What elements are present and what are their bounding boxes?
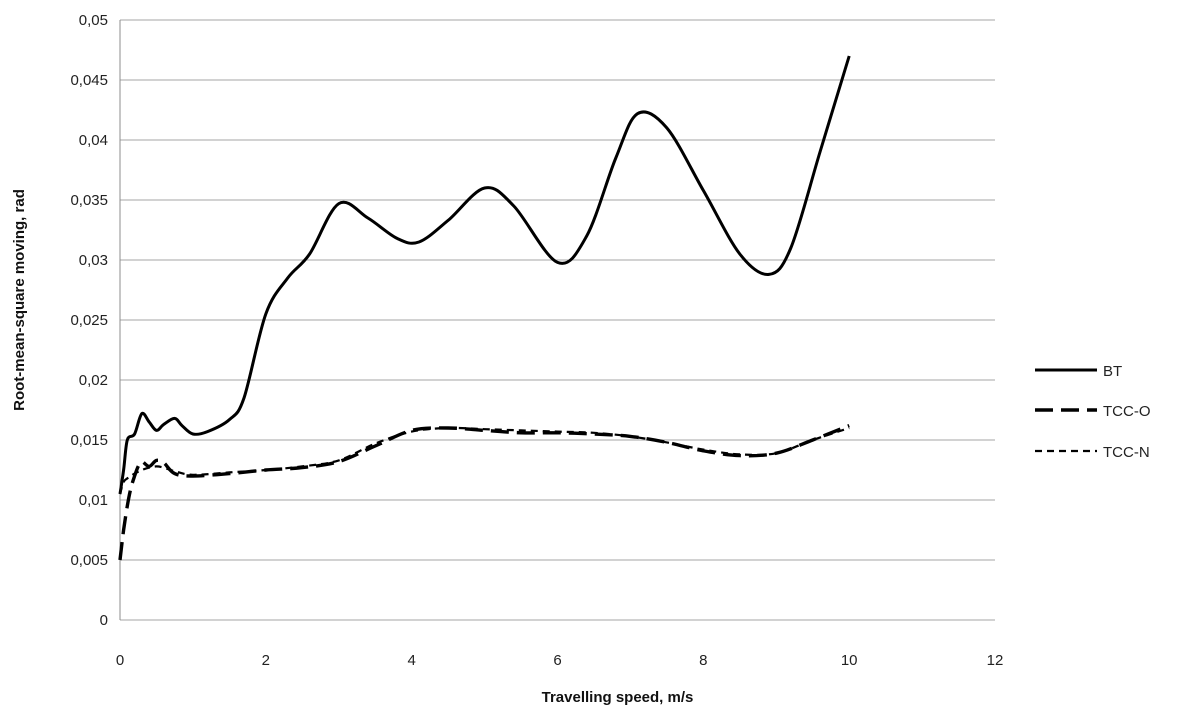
series-line-bt	[118, 55, 851, 495]
y-tick-label: 0,04	[79, 132, 108, 149]
y-tick-label: 0,015	[70, 432, 108, 449]
x-tick-label: 4	[407, 652, 415, 669]
horizontal-gridlines	[120, 19, 995, 621]
legend-label-tcc-n: TCC-N	[1103, 444, 1150, 461]
legend-label-bt: BT	[1103, 363, 1122, 380]
series-lines	[118, 55, 851, 561]
x-tick-label: 2	[262, 652, 270, 669]
y-tick-label: 0,02	[79, 372, 108, 389]
x-tick-label: 8	[699, 652, 707, 669]
y-tick-label: 0,01	[79, 492, 108, 509]
series-line-tcc-n	[118, 426, 850, 495]
x-tick-label: 10	[841, 652, 858, 669]
x-axis-title: Travelling speed, m/s	[542, 689, 694, 706]
series-line-tcc-o	[118, 424, 850, 561]
x-tick-label: 6	[553, 652, 561, 669]
legend-label-tcc-o: TCC-O	[1103, 403, 1151, 420]
y-axis-title: Root-mean-square moving, rad	[11, 189, 28, 411]
y-tick-label: 0,045	[70, 72, 108, 89]
y-tick-labels: 0 0,005 0,01 0,015 0,02 0,025 0,03 0,035 0,04 0,0…	[70, 12, 108, 629]
y-tick-label: 0,05	[79, 12, 108, 29]
x-tick-label: 12	[987, 652, 1004, 669]
y-tick-label: 0	[100, 612, 108, 629]
y-tick-label: 0,005	[70, 552, 108, 569]
legend: BT TCC-O TCC-N	[1035, 363, 1151, 461]
y-tick-label: 0,03	[79, 252, 108, 269]
y-tick-label: 0,035	[70, 192, 108, 209]
x-tick-labels: 0 2 4 6 8 10 12	[116, 652, 1004, 669]
y-tick-label: 0,025	[70, 312, 108, 329]
x-tick-label: 0	[116, 652, 124, 669]
